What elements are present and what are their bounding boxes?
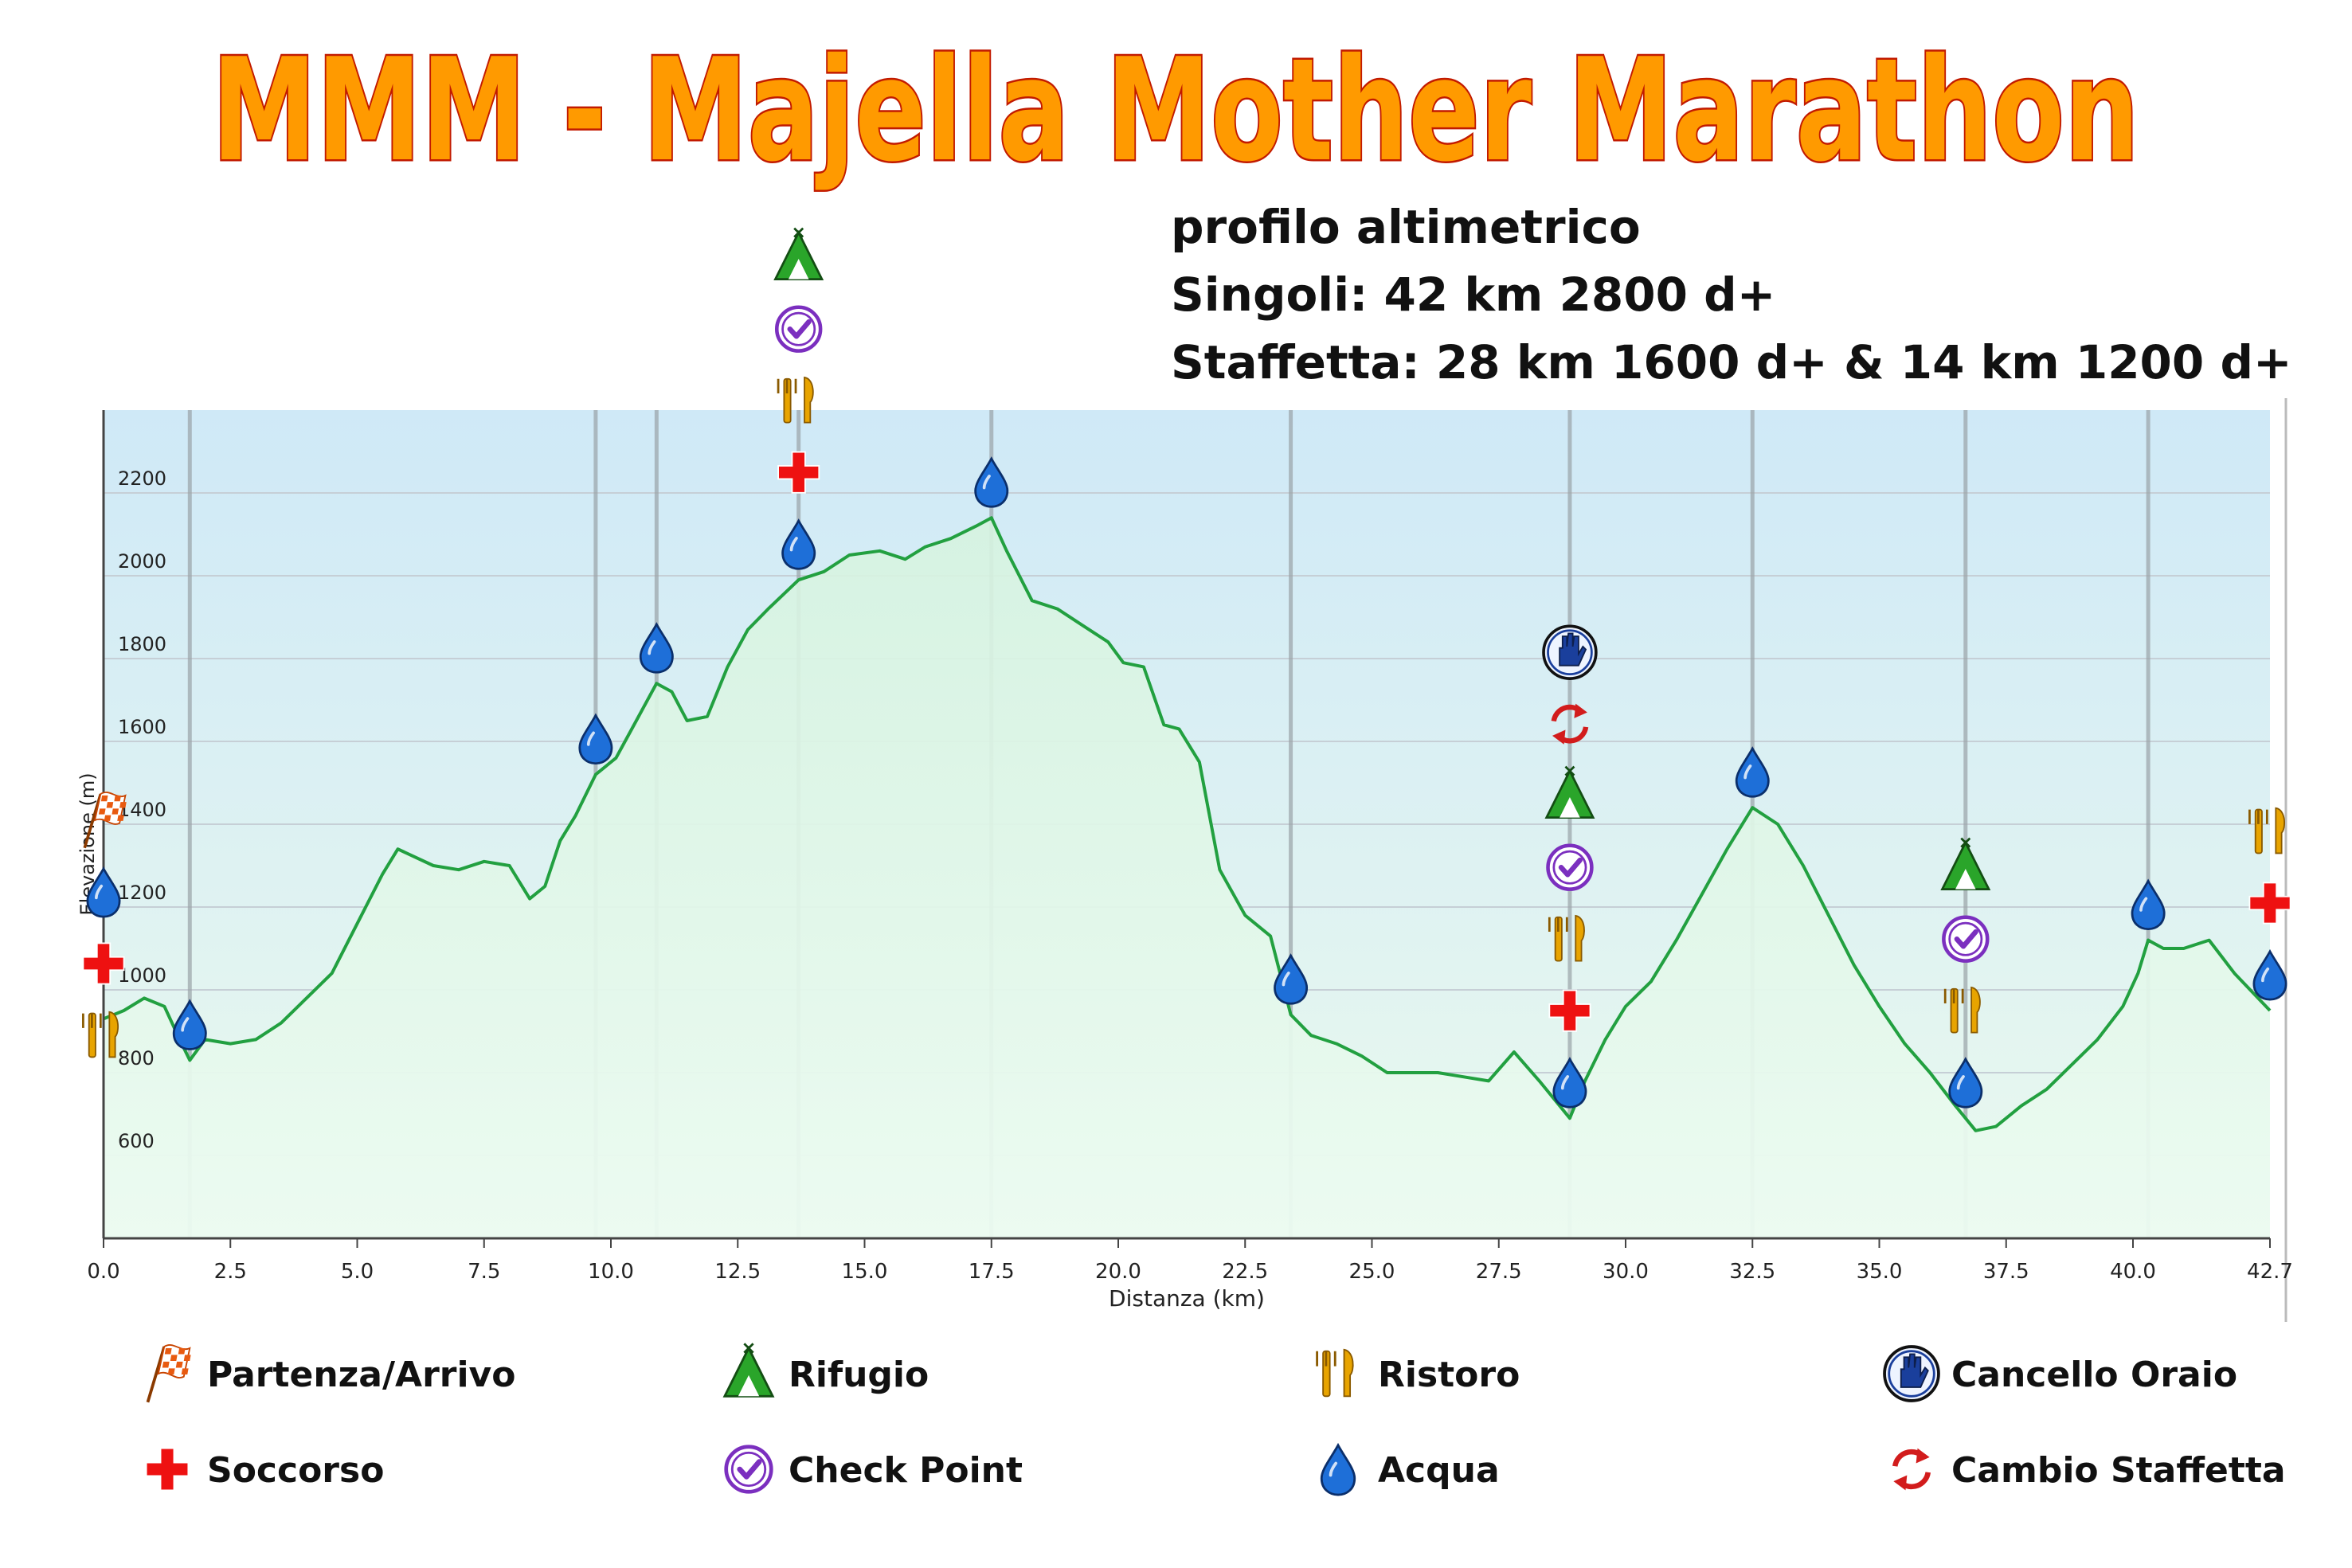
y-tick-label: 1600: [118, 716, 166, 738]
x-tick-label: 22.5: [1222, 1260, 1268, 1284]
elevation-line: [103, 516, 2272, 1132]
refuge-icon: [1940, 837, 1991, 890]
checkpoint-icon: [1942, 915, 1990, 963]
subtitle-line-1: profilo altimetrico: [1171, 200, 1641, 254]
food-icon: [2248, 807, 2286, 854]
legend-item: Acqua: [1320, 1442, 1500, 1496]
legend-label: Check Point: [789, 1450, 1023, 1491]
x-tick-label: 37.5: [1983, 1260, 2029, 1284]
subtitle-line-3: Staffetta: 28 km 1600 d+ & 14 km 1200 d+: [1171, 335, 2292, 389]
start-flag-icon: [83, 792, 127, 849]
legend-label: Partenza/Arrivo: [207, 1355, 515, 1395]
rescue-icon: [777, 451, 820, 494]
legend-item: Partenza/Arrivo: [146, 1344, 515, 1403]
legend-label: Cambio Staffetta: [1951, 1450, 2286, 1491]
y-tick-label: 800: [118, 1047, 155, 1069]
legend-item: Soccorso: [145, 1447, 384, 1492]
rescue-icon: [1548, 989, 1591, 1032]
legend-item: Cambio Staffetta: [1892, 1448, 2286, 1491]
food-icon: [82, 1011, 119, 1058]
legend-label: Rifugio: [789, 1355, 929, 1395]
gate-icon: [1542, 624, 1598, 680]
x-tick-label: 20.0: [1095, 1260, 1141, 1284]
water-icon: [1274, 953, 1309, 1005]
water-icon: [2252, 948, 2287, 1001]
y-tick-label: 1800: [118, 633, 166, 655]
checkpoint-icon: [774, 305, 823, 353]
y-tick-label: 1200: [118, 882, 166, 904]
legend-item: Check Point: [724, 1445, 1023, 1494]
y-tick-label: 1000: [118, 964, 166, 987]
x-tick-label: 5.0: [341, 1260, 374, 1284]
x-tick-label: 40.0: [2110, 1260, 2156, 1284]
water-icon: [639, 622, 674, 674]
checkpoint-icon: [1546, 843, 1594, 891]
rescue-icon: [82, 942, 125, 985]
x-tick-label: 15.0: [842, 1260, 888, 1284]
x-tick-label: 10.0: [588, 1260, 634, 1284]
legend-item: Ristoro: [1316, 1348, 1520, 1398]
water-icon: [578, 713, 613, 765]
elevation-area: [104, 518, 2270, 1238]
x-tick-label: 2.5: [214, 1260, 247, 1284]
refuge-icon: [773, 227, 824, 281]
water-icon: [1552, 1057, 1587, 1109]
x-axis-label: Distanza (km): [1109, 1285, 1265, 1312]
water-icon: [172, 999, 207, 1050]
subtitle-line-2: Singoli: 42 km 2800 d+: [1171, 268, 1775, 322]
x-tick-label: 35.0: [1857, 1260, 1903, 1284]
checkpoint-icon: [724, 1445, 773, 1494]
y-tick-label: 600: [118, 1130, 155, 1152]
legend-label: Cancello Oraio: [1951, 1355, 2237, 1395]
food-icon: [1548, 914, 1585, 962]
start-flag-icon: [146, 1344, 191, 1403]
chart-subtitle: profilo altimetrico Singoli: 42 km 2800 …: [1171, 200, 2292, 389]
x-tick-label: 0.0: [87, 1260, 119, 1284]
x-tick-label: 25.0: [1349, 1260, 1395, 1284]
water-icon: [781, 518, 816, 570]
legend-item: Rifugio: [722, 1343, 929, 1398]
y-tick-label: 2200: [118, 467, 166, 490]
x-tick-label: 7.5: [468, 1260, 500, 1284]
legend-label: Ristoro: [1378, 1355, 1520, 1395]
rescue-icon: [145, 1447, 190, 1492]
gate-icon: [1883, 1345, 1940, 1402]
water-icon: [1948, 1057, 1983, 1109]
x-tick-label: 12.5: [714, 1260, 761, 1284]
relay-icon: [1551, 703, 1589, 745]
food-icon: [777, 376, 814, 424]
x-tick-label: 30.0: [1603, 1260, 1649, 1284]
water-icon: [1735, 746, 1770, 798]
x-tick-label: 32.5: [1729, 1260, 1775, 1284]
refuge-icon: [722, 1343, 775, 1398]
legend-label: Soccorso: [207, 1450, 384, 1491]
water-icon: [974, 456, 1009, 508]
water-icon: [86, 866, 121, 918]
chart-title: MMM - Majella Mother Marathon: [212, 28, 2139, 193]
legend-label: Acqua: [1378, 1450, 1500, 1491]
x-tick-label: 42.7: [2247, 1260, 2293, 1284]
water-icon: [2131, 878, 2166, 931]
relay-icon: [1892, 1448, 1931, 1491]
water-icon: [1320, 1442, 1356, 1496]
legend-item: Cancello Oraio: [1883, 1345, 2237, 1402]
food-icon: [1943, 986, 1981, 1034]
y-tick-label: 2000: [118, 550, 166, 573]
rescue-icon: [2248, 882, 2291, 925]
x-tick-label: 17.5: [969, 1260, 1015, 1284]
refuge-icon: [1544, 765, 1595, 819]
x-tick-label: 27.5: [1476, 1260, 1522, 1284]
food-icon: [1316, 1348, 1354, 1398]
